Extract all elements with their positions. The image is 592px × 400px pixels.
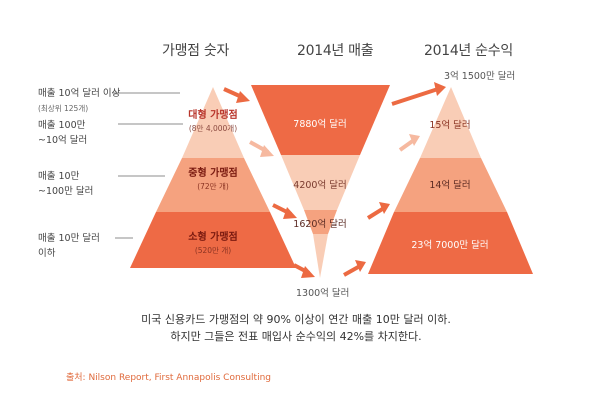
arrow-top-to-profit bbox=[391, 82, 446, 106]
revenue-value-smallest: 1300억 달러 bbox=[296, 288, 350, 299]
merchant-medium-label: 중형 가맹점 (72만 개) bbox=[188, 168, 238, 191]
profit-pyramid-middle bbox=[394, 158, 507, 212]
merchants-column-title: 가맹점 숫자 bbox=[162, 43, 230, 59]
merchant-pyramid-top bbox=[182, 87, 244, 158]
arrow-middle-to-profit bbox=[398, 134, 420, 152]
revenue-column-title: 2014년 매출 bbox=[297, 43, 374, 59]
profit-column-title: 2014년 순수익 bbox=[424, 43, 513, 59]
arrow-large-to-revenue bbox=[223, 87, 250, 103]
arrow-smallest-to-revenue bbox=[293, 263, 315, 278]
tier-label-medium: 매출 10만 ~100만 달러 bbox=[38, 171, 94, 197]
revenue-value-small: 1620억 달러 bbox=[293, 219, 347, 230]
revenue-funnel-top bbox=[251, 85, 390, 155]
tier-label-large: 매출 100만 ~10억 달러 bbox=[38, 120, 88, 146]
arrow-bottom-to-profit bbox=[343, 260, 366, 277]
arrow-small-to-revenue bbox=[272, 203, 297, 219]
caption: 미국 신용카드 가맹점의 약 90% 이상이 연간 매출 10만 달러 이하. … bbox=[141, 313, 451, 343]
tier-label-small: 매출 10만 달러 이하 bbox=[38, 233, 100, 259]
revenue-funnel-lower bbox=[304, 210, 337, 234]
profit-value-medium: 14억 달러 bbox=[429, 180, 471, 191]
arrow-lower-to-profit bbox=[366, 202, 390, 220]
arrow-medium-to-revenue bbox=[249, 140, 274, 157]
profit-value-large: 15억 달러 bbox=[429, 120, 471, 131]
merchant-small-label: 소형 가맹점 (520만 개) bbox=[188, 232, 238, 255]
merchant-pyramid-middle bbox=[156, 158, 270, 212]
merchant-pyramid-bottom bbox=[130, 212, 296, 268]
profit-pyramid-top bbox=[420, 87, 481, 158]
revenue-funnel-middle bbox=[281, 155, 360, 210]
profit-pyramid-bottom bbox=[368, 212, 533, 274]
profit-value-top: 3억 1500만 달러 bbox=[444, 71, 516, 82]
profit-value-small: 23억 7000만 달러 bbox=[411, 240, 489, 251]
source-credit: 출처: Nilson Report, First Annapolis Consu… bbox=[66, 373, 271, 383]
revenue-value-large: 7880억 달러 bbox=[293, 119, 347, 130]
tier-label-top: 매출 10억 달러 이상 (최상위 125개) bbox=[38, 88, 121, 113]
revenue-value-medium: 4200억 달러 bbox=[293, 180, 347, 191]
revenue-funnel-tip bbox=[313, 234, 328, 278]
merchant-large-label: 대형 가맹점 (8만 4,000개) bbox=[188, 110, 238, 133]
